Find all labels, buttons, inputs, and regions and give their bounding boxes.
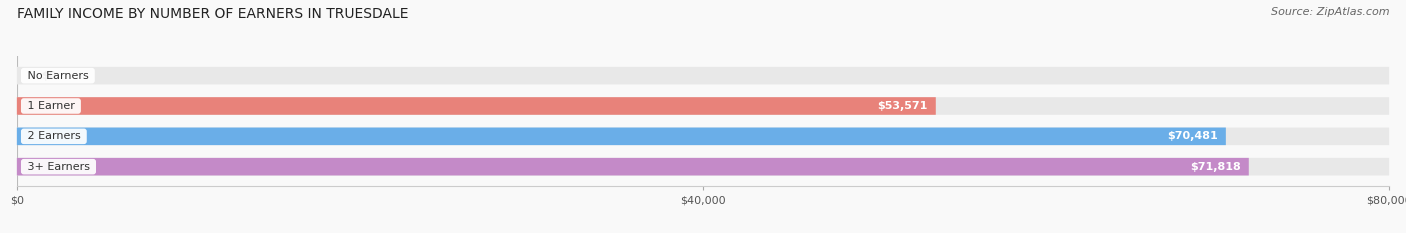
FancyBboxPatch shape bbox=[17, 67, 1389, 84]
Text: $0: $0 bbox=[42, 71, 58, 81]
FancyBboxPatch shape bbox=[17, 127, 1389, 145]
Text: No Earners: No Earners bbox=[24, 71, 91, 81]
Text: $71,818: $71,818 bbox=[1189, 162, 1240, 172]
FancyBboxPatch shape bbox=[17, 127, 1226, 145]
Text: 1 Earner: 1 Earner bbox=[24, 101, 79, 111]
Text: 2 Earners: 2 Earners bbox=[24, 131, 84, 141]
FancyBboxPatch shape bbox=[17, 158, 1389, 175]
Text: $70,481: $70,481 bbox=[1167, 131, 1218, 141]
Text: 3+ Earners: 3+ Earners bbox=[24, 162, 93, 172]
Text: FAMILY INCOME BY NUMBER OF EARNERS IN TRUESDALE: FAMILY INCOME BY NUMBER OF EARNERS IN TR… bbox=[17, 7, 408, 21]
FancyBboxPatch shape bbox=[17, 158, 1249, 175]
FancyBboxPatch shape bbox=[17, 97, 1389, 115]
Text: $53,571: $53,571 bbox=[877, 101, 928, 111]
Text: Source: ZipAtlas.com: Source: ZipAtlas.com bbox=[1271, 7, 1389, 17]
FancyBboxPatch shape bbox=[17, 97, 936, 115]
